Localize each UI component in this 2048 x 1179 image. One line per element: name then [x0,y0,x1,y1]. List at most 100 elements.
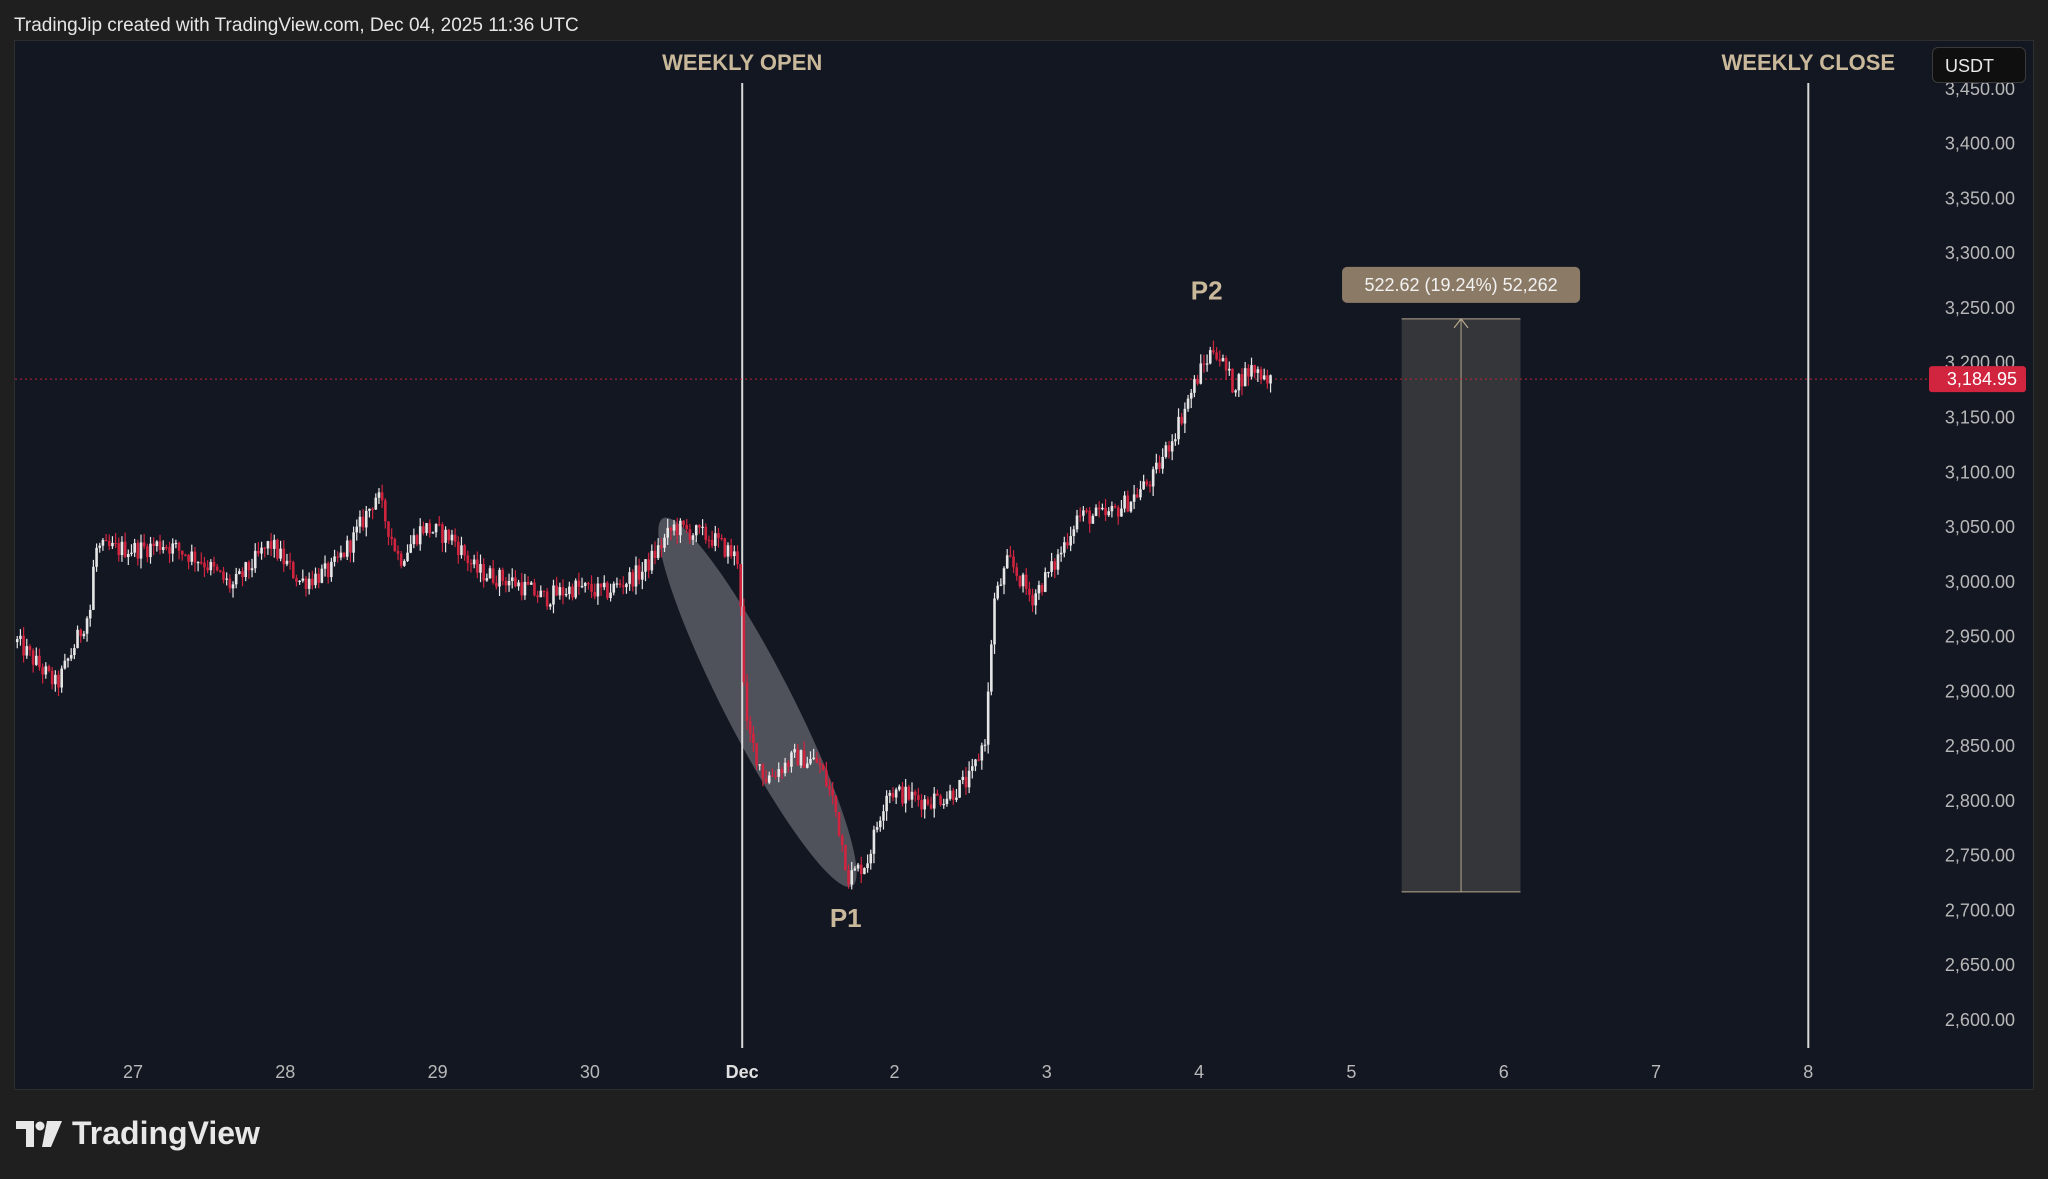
candle-body-1 [19,635,22,639]
candle-body-283 [913,791,917,796]
candle-body-95 [317,573,320,583]
candle-body-266 [859,864,863,875]
point-label-p2: P2 [1191,275,1223,305]
candle-body-148 [485,578,489,581]
candle-body-245 [793,749,796,753]
candle-body-18 [73,648,76,656]
candle-body-296 [955,797,958,800]
candle-body-192 [625,583,628,588]
time-tick-7: 4 [1194,1062,1204,1082]
candle-body-14 [60,668,63,688]
candle-body-151 [495,582,498,587]
candle-body-19 [76,629,79,649]
candle-body-336 [1082,510,1085,516]
candle-body-343 [1104,507,1107,516]
candle-body-75 [253,550,257,569]
candle-body-333 [1072,529,1076,537]
candle-body-203 [660,545,663,548]
candle-body-307 [990,644,993,692]
candle-body-393 [1262,375,1266,380]
candle-body-68 [231,584,235,589]
candle-body-228 [739,564,742,607]
candle-body-155 [507,580,511,586]
candle-body-265 [856,864,860,869]
candle-body-47 [165,547,168,549]
candle-body-357 [1148,484,1152,487]
candle-body-125 [412,535,416,545]
candle-body-392 [1259,369,1263,380]
candle-body-276 [891,792,895,798]
price-tick-11: 3,150.00 [1945,407,2015,427]
candle-body-294 [948,790,952,799]
candle-body-127 [418,526,422,545]
candle-body-97 [323,563,327,569]
candle-body-188 [612,583,616,593]
candle-body-345 [1110,506,1114,512]
candle-body-247 [799,750,803,766]
candle-body-255 [825,770,828,786]
candle-body-150 [491,568,495,583]
candle-body-172 [561,587,565,596]
candle-body-67 [228,578,232,589]
candle-body-331 [1066,542,1069,546]
candle-body-54 [187,555,190,562]
candle-body-40 [142,542,146,547]
currency-selector[interactable]: USDT [1932,47,2026,83]
brand-name: TradingView [72,1115,260,1151]
time-tick-2: 29 [428,1062,448,1082]
candle-body-185 [602,582,606,588]
candle-body-200 [650,550,654,571]
candle-body-368 [1183,408,1187,424]
candle-body-280 [904,786,907,804]
candle-body-300 [967,770,971,788]
candle-body-42 [149,543,152,558]
price-tick-17: 3,450.00 [1945,79,2015,99]
candle-body-262 [847,870,850,885]
candle-body-45 [158,541,162,550]
candle-body-259 [837,812,841,836]
candle-body-162 [529,582,533,585]
price-chart[interactable]: 522.62 (19.24%) 52,262 WEEKLY OPEN WEEKLY… [15,41,2033,1089]
candle-body-194 [631,572,635,587]
candle-body-267 [863,868,866,875]
candle-body-340 [1094,507,1098,516]
last-price-label: 3,184.95 [1947,369,2017,389]
candle-body-121 [399,553,403,566]
candle-body-39 [139,542,143,559]
candle-body-288 [929,804,933,809]
candle-body-104 [345,540,349,557]
candle-body-390 [1253,365,1256,373]
candle-body-241 [780,769,784,774]
candle-body-0 [15,638,19,643]
chart-area[interactable]: 522.62 (19.24%) 52,262 WEEKLY OPEN WEEKLY… [14,40,2034,1090]
candle-body-36 [130,552,133,554]
candle-body-90 [301,578,305,581]
candle-body-170 [555,585,558,596]
time-tick-1: 28 [275,1062,295,1082]
candle-body-60 [206,567,209,571]
candle-body-59 [203,562,206,568]
candle-body-326 [1050,561,1053,572]
candle-body-153 [501,569,505,582]
candle-body-191 [621,585,625,588]
candle-body-199 [647,559,650,571]
candle-body-278 [898,786,901,790]
candle-body-169 [552,585,555,605]
candle-body-297 [958,780,961,798]
candle-body-3 [25,646,29,656]
candle-body-350 [1126,495,1130,512]
time-tick-0: 27 [123,1062,143,1082]
candle-body-138 [453,534,457,542]
time-tick-11: 8 [1803,1062,1813,1082]
price-tick-13: 3,250.00 [1945,298,2015,318]
candle-body-251 [812,757,815,760]
candle-body-355 [1142,481,1145,490]
candle-body-279 [901,786,904,804]
candle-body-29 [107,540,111,547]
candle-body-26 [98,545,102,548]
candle-body-86 [288,560,292,563]
candle-body-27 [101,539,105,546]
candle-body-365 [1174,439,1177,442]
candle-body-123 [406,552,409,561]
candle-body-306 [986,691,990,745]
